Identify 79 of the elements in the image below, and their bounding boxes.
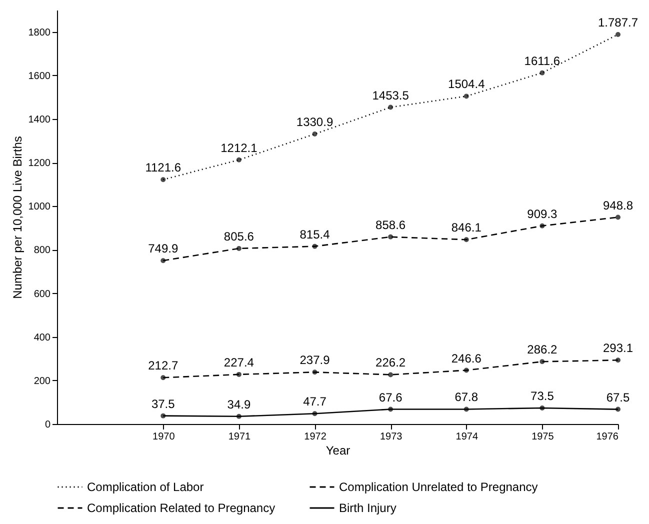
x-tick-label: 1972 [304,432,327,442]
legend-label: Complication of Labor [87,480,204,494]
point [464,406,469,412]
point [312,132,318,136]
x-tick-label: 1971 [228,432,252,442]
data-label: 34.9 [227,397,251,412]
y-tick-label: 1400 [28,114,51,126]
y-tick-label: 1000 [28,202,51,213]
point [540,405,545,410]
point [540,70,545,76]
data-label: 1121.6 [145,160,182,175]
x-tick-label: 1975 [532,432,554,442]
y-tick-label: 1800 [28,27,51,38]
y-tick-label: 0 [44,420,51,430]
y-tick-label: 1600 [28,70,51,82]
point [160,258,166,264]
data-label: 293.1 [602,341,634,356]
point [236,414,242,419]
point [616,406,620,412]
point [540,223,545,228]
x-tick-label: 1976 [596,432,619,442]
point [464,237,469,242]
data-label: 909.3 [527,206,558,221]
legend-label: Birth Injury [339,501,396,515]
data-label: 226.2 [376,356,406,370]
x-axis-title: Year [326,444,350,458]
point [388,372,394,378]
data-label: 246.6 [451,351,482,366]
data-label: 846.1 [451,220,482,235]
legend-label: Complication Unrelated to Pregnancy [339,480,538,494]
data-label: 815.4 [300,227,330,242]
x-tick-label: 1973 [380,432,403,442]
data-label: 1212.1 [220,140,258,155]
point [464,368,469,373]
point [388,234,394,240]
data-label: 1330.9 [296,115,334,130]
point [616,358,620,363]
y-tick-label: 800 [34,245,51,256]
point [464,94,469,99]
data-label: 286.2 [527,342,558,357]
point [312,411,318,416]
data-label: 227.4 [224,355,254,370]
y-axis-title: Number per 10,000 Live Births [10,136,24,299]
point [236,372,242,377]
point [388,104,394,110]
data-label: 805.6 [224,229,254,244]
data-label: 47.7 [303,394,327,409]
point [236,246,242,251]
data-label: 212.7 [148,358,178,373]
data-label: 1504.4 [448,77,486,92]
point [616,214,620,220]
data-label: 1611.6 [524,54,560,68]
point [160,375,166,380]
data-label: 67.5 [606,390,630,404]
x-tick-label: 1970 [152,432,176,442]
data-label: 237.9 [300,353,330,368]
point [160,177,166,182]
y-tick-label: 1200 [28,158,51,170]
data-label: 37.5 [151,396,176,411]
y-tick-label: 400 [34,332,51,344]
point [388,406,394,412]
legend-label: Complication Related to Pregnancy [87,501,276,515]
point [540,359,545,364]
data-label: 858.6 [376,218,406,232]
data-label: 948.8 [602,198,634,212]
point [312,370,318,375]
point [160,413,166,418]
y-tick-label: 600 [34,288,51,300]
y-tick-label: 200 [34,376,51,387]
point [312,244,318,249]
data-label: 1453.5 [372,88,410,102]
data-label: 67.6 [378,390,403,404]
data-label: 749.9 [148,242,178,256]
point [236,157,242,162]
point [616,32,620,37]
x-tick-label: 1974 [456,432,478,442]
data-label: 67.8 [454,390,478,404]
data-label: 1.787.7 [598,15,638,30]
data-label: 73.5 [530,388,554,403]
